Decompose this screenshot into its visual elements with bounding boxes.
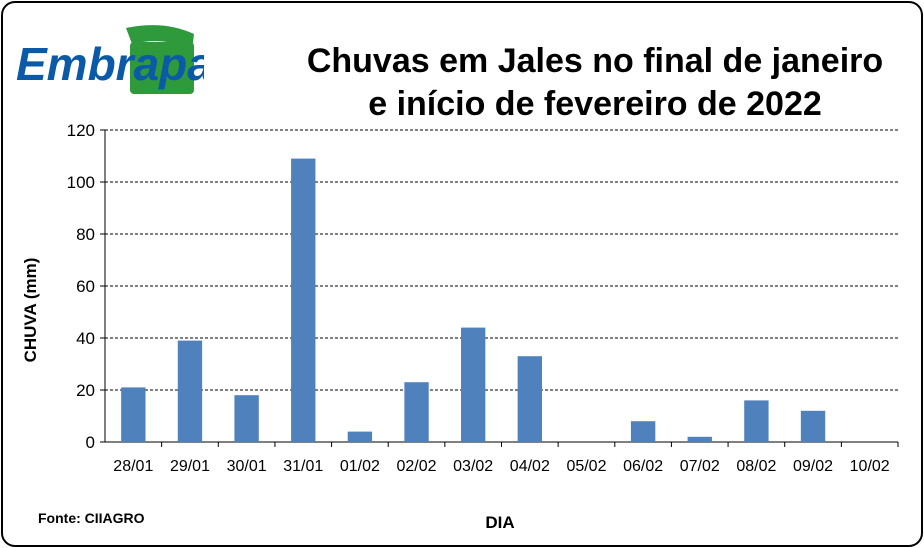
y-axis-label: CHUVA (mm) bbox=[21, 257, 40, 363]
source-note: Fonte: CIIAGRO bbox=[38, 510, 145, 526]
y-tick-label: 20 bbox=[76, 381, 95, 400]
chart-title: Chuvas em Jales no final de janeiro e in… bbox=[250, 40, 924, 126]
x-tick-label: 29/01 bbox=[170, 458, 210, 475]
y-tick-label: 0 bbox=[86, 433, 95, 452]
bar-31-01 bbox=[291, 158, 316, 442]
y-tick-label: 100 bbox=[67, 173, 95, 192]
x-tick-label: 31/01 bbox=[283, 458, 323, 475]
x-tick-label: 05/02 bbox=[566, 458, 606, 475]
x-tick-label: 30/01 bbox=[227, 458, 267, 475]
embrapa-logo: Embrapa bbox=[16, 25, 204, 94]
y-tick-label: 60 bbox=[76, 277, 95, 296]
x-tick-label: 07/02 bbox=[680, 458, 720, 475]
bar-08-02 bbox=[744, 400, 769, 442]
chart-title-line-2: e início de fevereiro de 2022 bbox=[368, 85, 822, 123]
bar-29-01 bbox=[177, 340, 203, 442]
bar-04-02 bbox=[517, 356, 542, 442]
x-tick-label: 03/02 bbox=[453, 458, 493, 475]
bar-28-01 bbox=[121, 387, 146, 442]
x-tick-label: 10/02 bbox=[850, 458, 890, 475]
x-axis-label: DIA bbox=[485, 513, 515, 532]
y-tick-label: 40 bbox=[76, 329, 95, 348]
x-tick-label: 09/02 bbox=[793, 458, 833, 475]
bar-03-02 bbox=[461, 327, 486, 442]
bar-06-02 bbox=[630, 421, 656, 442]
x-tick-label: 06/02 bbox=[623, 458, 663, 475]
x-tick-label: 28/01 bbox=[113, 458, 153, 475]
x-tick-label: 08/02 bbox=[736, 458, 776, 475]
bar-30-01 bbox=[234, 395, 259, 442]
logo-text: Embrapa bbox=[16, 38, 204, 90]
y-tick-label: 80 bbox=[76, 225, 95, 244]
bar-09-02 bbox=[800, 410, 826, 442]
logo-green-block bbox=[130, 42, 194, 94]
x-tick-label: 04/02 bbox=[510, 458, 550, 475]
bar-07-02 bbox=[687, 436, 712, 442]
bar-02-02 bbox=[404, 382, 429, 442]
chart-title-line-1: Chuvas em Jales no final de janeiro bbox=[306, 42, 884, 80]
x-tick-label: 01/02 bbox=[340, 458, 380, 475]
x-tick-label: 02/02 bbox=[397, 458, 437, 475]
y-tick-label: 120 bbox=[67, 121, 95, 140]
bar-01-02 bbox=[347, 431, 373, 442]
